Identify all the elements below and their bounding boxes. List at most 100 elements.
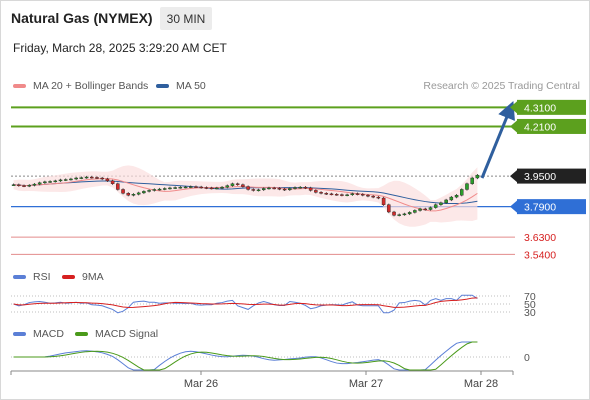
candle-body — [110, 180, 115, 184]
level-badge-pointer — [510, 170, 517, 183]
candle-body — [147, 190, 151, 192]
candle-body — [402, 213, 407, 216]
candle-body — [27, 185, 32, 187]
candle-body — [32, 183, 37, 186]
candle-body — [58, 179, 63, 182]
candle-body — [282, 188, 287, 191]
level-label: 3.6300 — [524, 232, 556, 244]
candle-body — [22, 185, 26, 187]
macd-signal-line — [13, 341, 478, 371]
candle-body — [329, 193, 334, 196]
candle-body — [48, 181, 52, 183]
candle-body — [95, 177, 99, 179]
candle-body — [298, 186, 302, 189]
candle-body — [157, 188, 162, 191]
candle-body — [11, 184, 16, 186]
candle-body — [449, 196, 454, 201]
candle-body — [204, 187, 209, 189]
candle-body — [413, 210, 417, 213]
candle-body — [288, 188, 292, 191]
ma20-line — [13, 178, 478, 212]
ma20-swatch — [13, 84, 26, 88]
candle-body — [162, 188, 167, 190]
level-label: 3.5400 — [524, 249, 556, 261]
candle-body — [475, 174, 480, 179]
candle-body — [209, 187, 214, 190]
candle-body — [454, 194, 459, 198]
level-label: 3.9500 — [524, 171, 556, 183]
rsi-line — [13, 294, 478, 314]
candle-body — [100, 177, 104, 180]
level-label: 4.2100 — [524, 121, 556, 133]
candle-body — [345, 194, 349, 197]
legend-ma20: MA 20 + Bollinger Bands — [13, 80, 148, 92]
candle-body — [387, 204, 391, 213]
rsi-tick-label: 70 — [524, 291, 536, 303]
candle-body — [293, 187, 297, 189]
candle-body — [308, 187, 313, 191]
candle-body — [116, 183, 120, 190]
rsi-swatch — [13, 275, 26, 279]
candle-body — [334, 194, 339, 196]
candle-body — [371, 195, 375, 198]
rsi-tick-label: 50 — [524, 299, 536, 311]
legend-macd-label: MACD — [33, 328, 64, 340]
candle-body — [142, 191, 146, 194]
candle-body — [53, 180, 58, 183]
candle-body — [17, 184, 21, 186]
candle-body — [428, 207, 433, 210]
candle-body — [459, 189, 464, 196]
level-badge — [517, 168, 586, 184]
timeframe-button[interactable]: 30 MIN — [160, 7, 212, 30]
candle-body — [194, 186, 198, 188]
candle-body — [84, 176, 89, 179]
candle-body — [350, 193, 355, 195]
candle-body — [37, 182, 42, 185]
level-badge-pointer — [510, 101, 517, 114]
candle-body — [319, 192, 323, 194]
candle-body — [189, 186, 193, 188]
candle-body — [272, 187, 276, 190]
candle-body — [90, 176, 94, 179]
legend-macd: MACD — [13, 328, 64, 340]
candle-body — [79, 177, 84, 179]
candle-body — [199, 186, 203, 189]
legend-ma50-label: MA 50 — [176, 80, 206, 92]
candle-body — [131, 194, 136, 196]
candle-body — [277, 188, 282, 190]
candle-body — [355, 193, 360, 195]
rsi-ma-line — [13, 297, 478, 308]
legend-rsi: RSI — [13, 271, 51, 283]
x-tick-label: Mar 27 — [349, 378, 383, 390]
candle-body — [173, 187, 177, 189]
legend-macd-signal-label: MACD Signal — [95, 328, 159, 340]
ma50-line — [13, 180, 478, 205]
ma50-swatch — [156, 84, 169, 88]
legend-macd-signal: MACD Signal — [75, 328, 158, 340]
level-label: 4.3100 — [524, 102, 556, 114]
legend-ma50: MA 50 — [156, 80, 206, 92]
candle-body — [178, 186, 183, 189]
level-badge — [517, 99, 586, 115]
candle-body — [381, 197, 386, 205]
legend-ma20-label: MA 20 + Bollinger Bands — [33, 80, 149, 92]
candle-body — [366, 194, 370, 197]
candle-body — [397, 214, 401, 216]
candle-body — [439, 202, 443, 205]
level-badge-pointer — [510, 120, 517, 133]
x-tick-label: Mar 26 — [184, 378, 218, 390]
bollinger-band — [13, 165, 478, 227]
candle-body — [63, 179, 68, 181]
candle-body — [340, 194, 344, 196]
candle-body — [69, 178, 73, 181]
candle-body — [74, 177, 78, 180]
candle-body — [256, 189, 261, 192]
level-label: 3.7900 — [524, 202, 556, 214]
candle-body — [376, 196, 381, 199]
candle-body — [444, 199, 448, 204]
candle-body — [246, 186, 250, 190]
credit-text: Research © 2025 Trading Central — [423, 80, 580, 92]
macd-swatch — [13, 332, 26, 336]
candle-body — [225, 185, 230, 188]
